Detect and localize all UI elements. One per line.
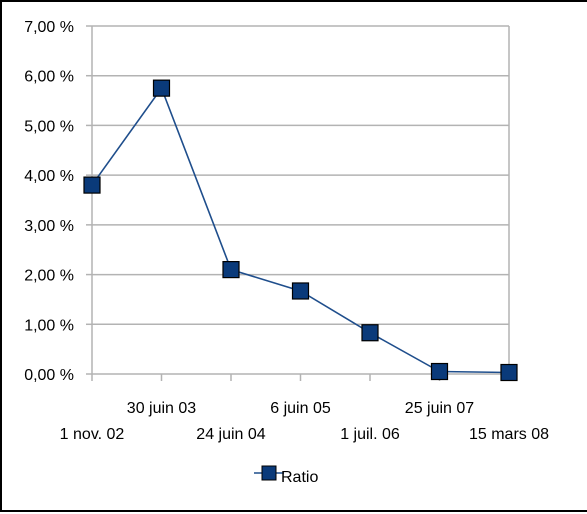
series-ratio [83,79,518,382]
x-tick-label: 25 juin 07 [405,400,474,417]
y-tick-label: 4,00 % [24,168,74,185]
data-point-marker [222,261,240,279]
x-tick-label: 15 mars 08 [469,426,549,443]
axes [86,25,510,381]
legend: Ratio [254,465,318,486]
y-tick-label: 1,00 % [24,317,74,334]
data-point-marker [152,79,171,97]
x-tick-label: 6 juin 05 [270,400,331,417]
legend-label-ratio: Ratio [281,469,318,486]
x-tick-label: 30 juin 03 [127,400,196,417]
data-point-marker [500,363,518,382]
y-tick-label: 3,00 % [24,218,74,235]
y-tick-label: 5,00 % [24,118,74,135]
gridlines [92,25,510,375]
y-tick-label: 0,00 % [24,367,74,384]
y-tick-label: 7,00 % [24,19,74,36]
series-line [91,86,510,374]
y-tick-label: 6,00 % [24,69,74,86]
y-tick-labels: 0,00 % 1,00 % 2,00 % 3,00 % 4,00 % 5,00 % 6,00… [24,19,74,384]
data-point-marker [430,362,449,381]
x-tick-label: 24 juin 04 [196,426,265,443]
legend-marker-swatch [261,465,277,481]
data-point-marker [83,176,101,194]
data-point-marker [361,324,379,342]
x-tick-label: 1 nov. 02 [60,426,125,443]
x-tick-label: 1 juil. 06 [340,426,400,443]
y-tick-label: 2,00 % [24,268,74,285]
data-point-marker [291,282,310,300]
